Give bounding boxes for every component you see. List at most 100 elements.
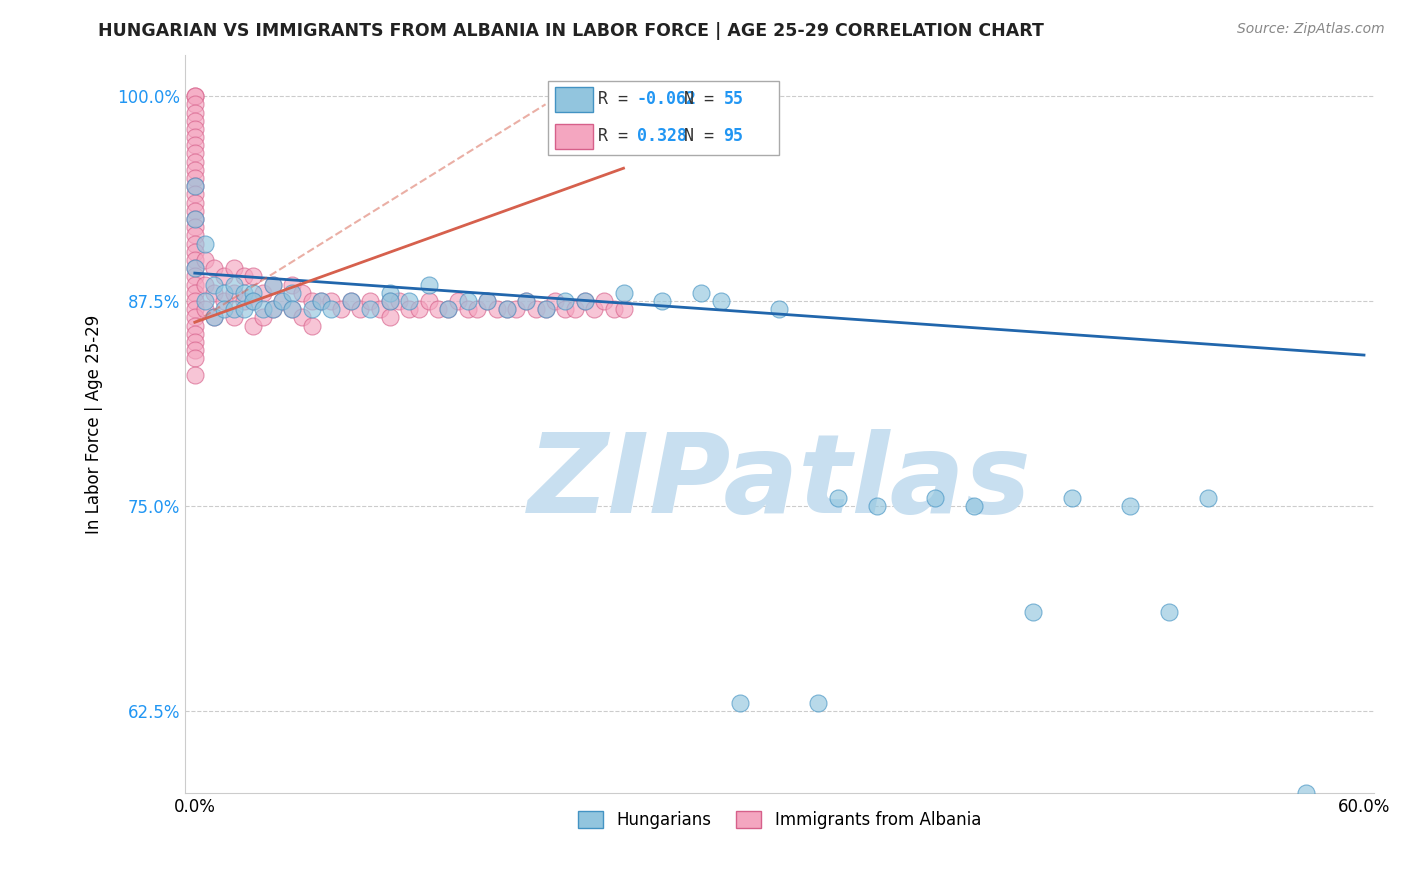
Text: R =: R = <box>598 128 637 145</box>
Point <box>427 302 450 317</box>
Point <box>495 302 517 317</box>
Point <box>184 368 207 382</box>
Text: R =: R = <box>598 90 637 109</box>
Text: HUNGARIAN VS IMMIGRANTS FROM ALBANIA IN LABOR FORCE | AGE 25-29 CORRELATION CHAR: HUNGARIAN VS IMMIGRANTS FROM ALBANIA IN … <box>98 22 1045 40</box>
Point <box>515 293 537 308</box>
Point <box>574 293 596 308</box>
Point <box>339 293 361 308</box>
Point <box>184 97 207 112</box>
Point <box>281 285 304 300</box>
Point <box>768 302 790 317</box>
Point <box>515 293 537 308</box>
Point <box>475 293 498 308</box>
Point <box>271 293 294 308</box>
Point <box>262 302 284 317</box>
Point <box>368 302 391 317</box>
Point <box>193 236 215 251</box>
Point <box>184 187 207 202</box>
Point <box>184 89 207 103</box>
Y-axis label: In Labor Force | Age 25-29: In Labor Force | Age 25-29 <box>86 314 103 533</box>
Text: 55: 55 <box>724 90 744 109</box>
Point <box>1022 606 1045 620</box>
Point <box>457 293 479 308</box>
Text: N =: N = <box>685 90 724 109</box>
Point <box>202 261 225 276</box>
Point <box>222 277 245 292</box>
Point <box>184 326 207 341</box>
Point <box>222 261 245 276</box>
FancyBboxPatch shape <box>555 124 593 149</box>
Point <box>184 318 207 333</box>
Point <box>730 696 752 710</box>
Point <box>1159 606 1181 620</box>
Text: N =: N = <box>685 128 724 145</box>
Point <box>329 302 352 317</box>
Point <box>281 302 304 317</box>
Text: ZIPatlas: ZIPatlas <box>527 429 1031 536</box>
Point <box>193 293 215 308</box>
Point <box>311 293 333 308</box>
Point <box>184 293 207 308</box>
Point <box>184 171 207 186</box>
Point <box>184 212 207 227</box>
Point <box>534 302 557 317</box>
Point <box>505 302 527 317</box>
Point <box>184 228 207 243</box>
Point <box>184 162 207 177</box>
Point <box>378 293 401 308</box>
FancyBboxPatch shape <box>547 81 779 154</box>
Point <box>291 310 314 325</box>
Point <box>554 293 576 308</box>
Text: 0.328: 0.328 <box>637 128 686 145</box>
Point <box>593 293 616 308</box>
Point <box>252 302 274 317</box>
Text: 95: 95 <box>724 128 744 145</box>
Point <box>212 285 235 300</box>
Point <box>418 293 440 308</box>
Point <box>408 302 430 317</box>
Point <box>690 285 713 300</box>
Point <box>437 302 460 317</box>
Point <box>271 293 294 308</box>
Point <box>301 318 323 333</box>
Point <box>212 302 235 317</box>
Point <box>398 302 420 317</box>
Point <box>184 244 207 259</box>
FancyBboxPatch shape <box>555 87 593 112</box>
Point <box>184 236 207 251</box>
Point <box>807 696 830 710</box>
Point <box>184 121 207 136</box>
Point <box>232 293 254 308</box>
Point <box>349 302 371 317</box>
Point <box>262 277 284 292</box>
Point <box>184 252 207 267</box>
Point <box>924 491 946 505</box>
Point <box>184 334 207 349</box>
Point <box>232 285 254 300</box>
Point <box>311 293 333 308</box>
Point <box>1060 491 1083 505</box>
Point <box>242 285 264 300</box>
Point <box>222 302 245 317</box>
Point <box>534 302 557 317</box>
Point <box>184 261 207 276</box>
Point <box>202 285 225 300</box>
Point <box>262 302 284 317</box>
Legend: Hungarians, Immigrants from Albania: Hungarians, Immigrants from Albania <box>571 805 987 836</box>
Text: Source: ZipAtlas.com: Source: ZipAtlas.com <box>1237 22 1385 37</box>
Point <box>184 203 207 218</box>
Point <box>242 293 264 308</box>
Point <box>651 293 673 308</box>
Point <box>866 499 889 513</box>
Point <box>242 318 264 333</box>
Point <box>359 293 381 308</box>
Point <box>193 302 215 317</box>
Point <box>457 302 479 317</box>
Point <box>612 285 634 300</box>
Point <box>359 302 381 317</box>
Point <box>262 277 284 292</box>
Point <box>447 293 470 308</box>
Point <box>564 302 586 317</box>
Point <box>184 351 207 366</box>
Point <box>193 277 215 292</box>
